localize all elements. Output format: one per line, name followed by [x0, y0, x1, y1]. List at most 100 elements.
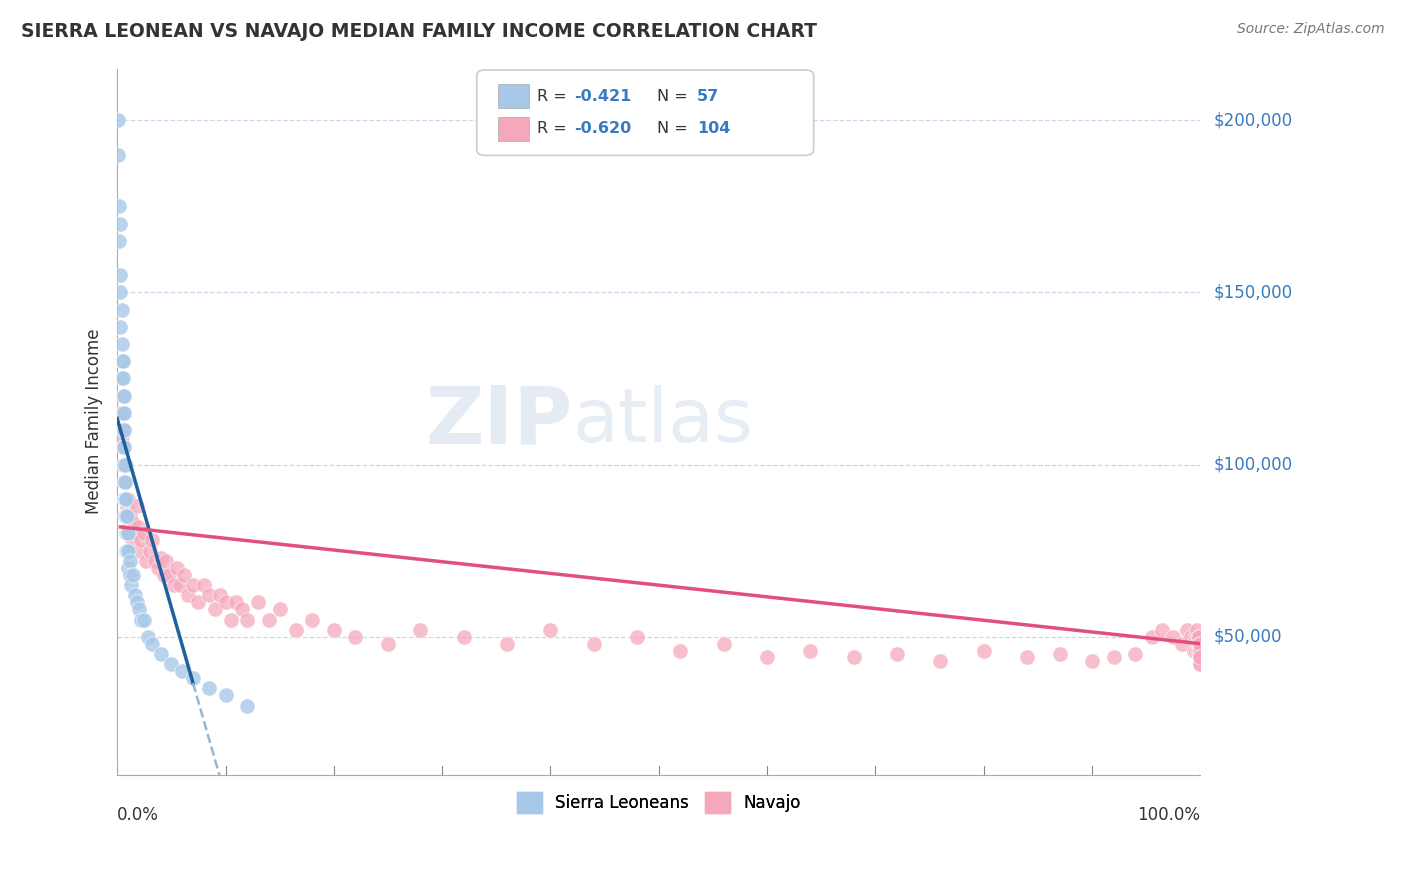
Text: N =: N =: [657, 89, 693, 103]
Point: [1015, 650, 1038, 665]
Point: [214, 689, 236, 703]
Point: [120, 526, 142, 541]
Point: [110, 302, 132, 317]
Point: [187, 595, 209, 609]
Point: [107, 147, 129, 161]
Point: [166, 561, 188, 575]
Point: [110, 285, 132, 300]
Point: [110, 354, 132, 368]
Point: [160, 657, 183, 672]
Point: [231, 602, 253, 616]
Point: [236, 613, 259, 627]
Point: [115, 491, 138, 506]
Point: [112, 458, 135, 472]
Text: R =: R =: [537, 121, 572, 136]
Text: atlas: atlas: [572, 385, 754, 458]
Point: [108, 199, 131, 213]
Point: [112, 423, 135, 437]
Y-axis label: Median Family Income: Median Family Income: [86, 329, 103, 515]
Point: [124, 589, 146, 603]
Point: [1188, 630, 1211, 644]
Point: [117, 543, 139, 558]
Point: [110, 371, 132, 385]
Point: [111, 423, 134, 437]
Point: [214, 595, 236, 609]
Point: [138, 543, 160, 558]
Point: [110, 268, 132, 282]
Text: 57: 57: [697, 89, 718, 103]
Point: [1189, 650, 1212, 665]
Point: [713, 637, 735, 651]
Point: [1171, 637, 1194, 651]
Point: [1188, 637, 1211, 651]
Point: [114, 475, 136, 489]
Point: [219, 613, 242, 627]
Text: N =: N =: [657, 121, 693, 136]
Point: [1181, 637, 1204, 651]
Point: [269, 602, 291, 616]
Point: [110, 217, 132, 231]
Point: [111, 389, 134, 403]
Text: R =: R =: [537, 89, 572, 103]
Point: [114, 475, 136, 489]
Point: [181, 671, 204, 685]
Point: [669, 643, 692, 657]
Point: [128, 602, 150, 616]
Point: [118, 519, 141, 533]
Point: [111, 406, 134, 420]
Point: [1185, 623, 1208, 637]
Point: [204, 602, 226, 616]
Point: [162, 578, 184, 592]
Point: [157, 567, 180, 582]
Text: 100.0%: 100.0%: [1137, 806, 1201, 824]
Text: -0.421: -0.421: [574, 89, 631, 103]
Point: [115, 509, 138, 524]
Point: [120, 554, 142, 568]
Point: [134, 526, 156, 541]
Point: [129, 533, 152, 548]
Point: [115, 499, 138, 513]
Point: [1189, 650, 1212, 665]
Point: [1140, 630, 1163, 644]
Point: [173, 567, 195, 582]
Point: [209, 589, 232, 603]
Point: [181, 578, 204, 592]
Point: [141, 637, 163, 651]
Point: [1177, 623, 1199, 637]
Point: [1102, 650, 1125, 665]
Point: [117, 491, 139, 506]
Point: [1049, 647, 1071, 661]
Point: [257, 613, 280, 627]
Point: [453, 630, 475, 644]
Point: [842, 650, 865, 665]
Point: [117, 561, 139, 575]
Point: [115, 509, 138, 524]
Point: [176, 589, 198, 603]
Point: [122, 516, 145, 530]
Point: [247, 595, 270, 609]
Point: [141, 533, 163, 548]
Point: [110, 406, 132, 420]
Point: [1185, 637, 1208, 651]
Point: [155, 554, 177, 568]
Point: [148, 561, 170, 575]
Point: [127, 519, 149, 533]
Point: [143, 554, 166, 568]
Point: [377, 637, 399, 651]
Point: [114, 509, 136, 524]
Point: [149, 550, 172, 565]
Point: [149, 647, 172, 661]
Point: [973, 643, 995, 657]
Point: [1187, 630, 1209, 644]
Point: [111, 354, 134, 368]
Point: [128, 543, 150, 558]
Point: [110, 319, 132, 334]
Point: [1161, 630, 1184, 644]
Point: [225, 595, 247, 609]
Point: [582, 637, 605, 651]
Legend: Sierra Leoneans, Navajo: Sierra Leoneans, Navajo: [510, 786, 807, 819]
Point: [115, 543, 138, 558]
Point: [1182, 643, 1205, 657]
Point: [125, 499, 148, 513]
FancyBboxPatch shape: [499, 117, 529, 141]
